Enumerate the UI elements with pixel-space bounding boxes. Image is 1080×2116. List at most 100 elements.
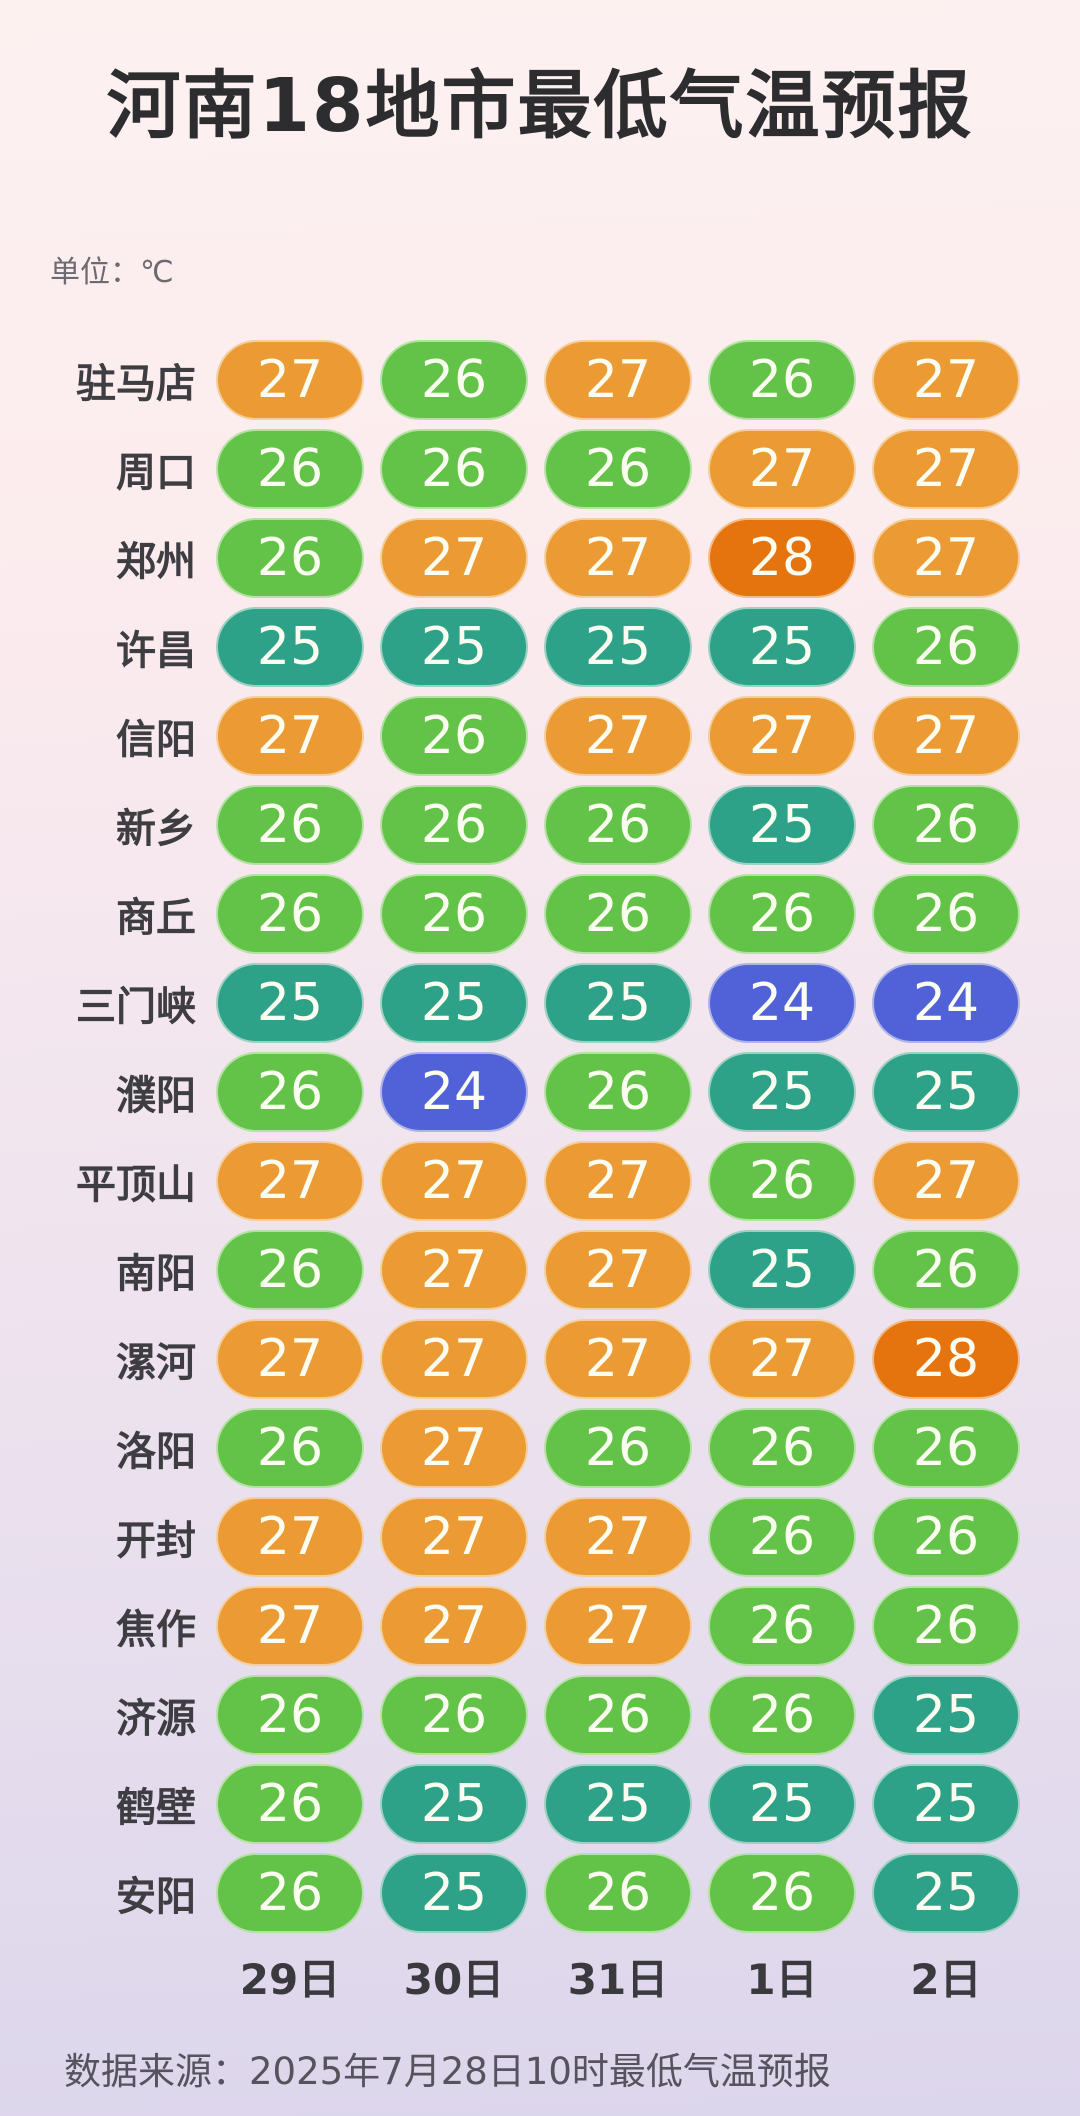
temp-pill: 26 — [872, 784, 1020, 865]
temp-value: 26 — [584, 794, 652, 855]
temp-value: 25 — [256, 616, 324, 677]
temp-pill: 25 — [216, 606, 364, 687]
temp-pill: 26 — [216, 428, 364, 509]
temp-value: 26 — [584, 1061, 652, 1122]
temp-pill: 26 — [216, 873, 364, 954]
temp-pill: 27 — [708, 1318, 856, 1399]
temp-pill: 26 — [708, 339, 856, 420]
city-label: 南阳 — [116, 1250, 196, 1297]
temp-value: 28 — [912, 1328, 980, 1389]
temp-value: 24 — [420, 1061, 488, 1122]
temp-value: 25 — [256, 972, 324, 1033]
temp-pill: 27 — [380, 517, 528, 598]
temp-pill: 26 — [872, 1229, 1020, 1310]
temp-pill: 26 — [872, 1407, 1020, 1488]
temp-value: 27 — [912, 527, 980, 588]
temp-pill: 26 — [380, 339, 528, 420]
temp-value: 27 — [912, 438, 980, 499]
temp-value: 26 — [912, 1417, 980, 1478]
temp-pill: 25 — [544, 1763, 692, 1844]
temp-pill: 26 — [708, 873, 856, 954]
temp-pill: 27 — [872, 1140, 1020, 1221]
temp-pill: 27 — [544, 517, 692, 598]
temp-value: 26 — [584, 1417, 652, 1478]
temp-pill: 27 — [872, 428, 1020, 509]
temp-pill: 27 — [380, 1229, 528, 1310]
temp-pill: 27 — [216, 1140, 364, 1221]
temp-pill: 25 — [708, 1051, 856, 1132]
date-label: 1日 — [746, 1954, 818, 2004]
temp-value: 25 — [748, 1239, 816, 1300]
temp-value: 26 — [420, 883, 488, 944]
temp-value: 26 — [748, 349, 816, 410]
temp-pill: 24 — [708, 962, 856, 1043]
temp-value: 27 — [256, 1328, 324, 1389]
temp-pill: 27 — [708, 695, 856, 776]
temp-pill: 27 — [380, 1318, 528, 1399]
temp-pill: 27 — [216, 1585, 364, 1666]
temp-pill: 25 — [380, 962, 528, 1043]
data-source-label: 数据来源：2025年7月28日10时最低气温预报 — [64, 2050, 831, 2093]
temp-pill: 27 — [544, 695, 692, 776]
temp-value: 26 — [256, 1773, 324, 1834]
city-label: 开封 — [116, 1517, 196, 1564]
date-header-spacer — [0, 1937, 208, 2015]
unit-label: 单位：℃ — [50, 255, 174, 290]
temp-pill: 27 — [872, 339, 1020, 420]
temp-pill: 28 — [872, 1318, 1020, 1399]
temp-value: 25 — [420, 972, 488, 1033]
date-label: 29日 — [239, 1954, 341, 2004]
temp-pill: 27 — [544, 1229, 692, 1310]
city-label: 鹤壁 — [116, 1784, 196, 1831]
temp-value: 26 — [912, 794, 980, 855]
temp-value: 27 — [420, 1239, 488, 1300]
temp-pill: 25 — [380, 1852, 528, 1933]
temperature-grid: 驻马店 27 26 27 26 27 周口 26 26 26 27 27 郑州 26 27 27 28 27 许昌 2… — [0, 335, 1080, 1937]
temp-pill: 26 — [544, 1051, 692, 1132]
temp-value: 27 — [748, 438, 816, 499]
temp-pill: 27 — [544, 1140, 692, 1221]
temp-pill: 26 — [216, 1674, 364, 1755]
temp-value: 25 — [420, 616, 488, 677]
city-label: 济源 — [116, 1695, 196, 1742]
temp-pill: 26 — [544, 1674, 692, 1755]
temp-value: 26 — [584, 1684, 652, 1745]
temp-value: 26 — [256, 1684, 324, 1745]
temp-value: 25 — [748, 616, 816, 677]
city-label: 新乡 — [116, 805, 196, 852]
temp-value: 26 — [420, 794, 488, 855]
temp-pill: 26 — [872, 1496, 1020, 1577]
temp-value: 27 — [420, 1328, 488, 1389]
city-label: 洛阳 — [116, 1428, 196, 1475]
temp-pill: 25 — [872, 1852, 1020, 1933]
temp-value: 25 — [584, 1773, 652, 1834]
temp-pill: 25 — [872, 1763, 1020, 1844]
temp-pill: 25 — [872, 1674, 1020, 1755]
temp-pill: 27 — [216, 1496, 364, 1577]
temp-value: 27 — [256, 1150, 324, 1211]
temp-pill: 26 — [216, 1229, 364, 1310]
temp-pill: 26 — [216, 1407, 364, 1488]
temp-value: 26 — [420, 438, 488, 499]
temp-pill: 27 — [216, 1318, 364, 1399]
temp-pill: 27 — [544, 1318, 692, 1399]
temp-value: 27 — [584, 1328, 652, 1389]
temp-pill: 27 — [544, 1496, 692, 1577]
temp-value: 26 — [256, 1061, 324, 1122]
temp-value: 26 — [420, 705, 488, 766]
temp-pill: 27 — [872, 695, 1020, 776]
date-header-row: 29日 30日 31日 1日 2日 — [0, 1937, 1080, 2015]
temp-pill: 27 — [380, 1585, 528, 1666]
temp-pill: 25 — [216, 962, 364, 1043]
temp-pill: 26 — [544, 1407, 692, 1488]
temp-pill: 26 — [380, 873, 528, 954]
temp-value: 26 — [748, 1595, 816, 1656]
temp-pill: 26 — [708, 1852, 856, 1933]
temp-value: 26 — [748, 1684, 816, 1745]
temp-pill: 26 — [380, 784, 528, 865]
temp-value: 27 — [748, 1328, 816, 1389]
temp-pill: 27 — [216, 695, 364, 776]
temp-pill: 27 — [216, 339, 364, 420]
temp-value: 27 — [912, 349, 980, 410]
